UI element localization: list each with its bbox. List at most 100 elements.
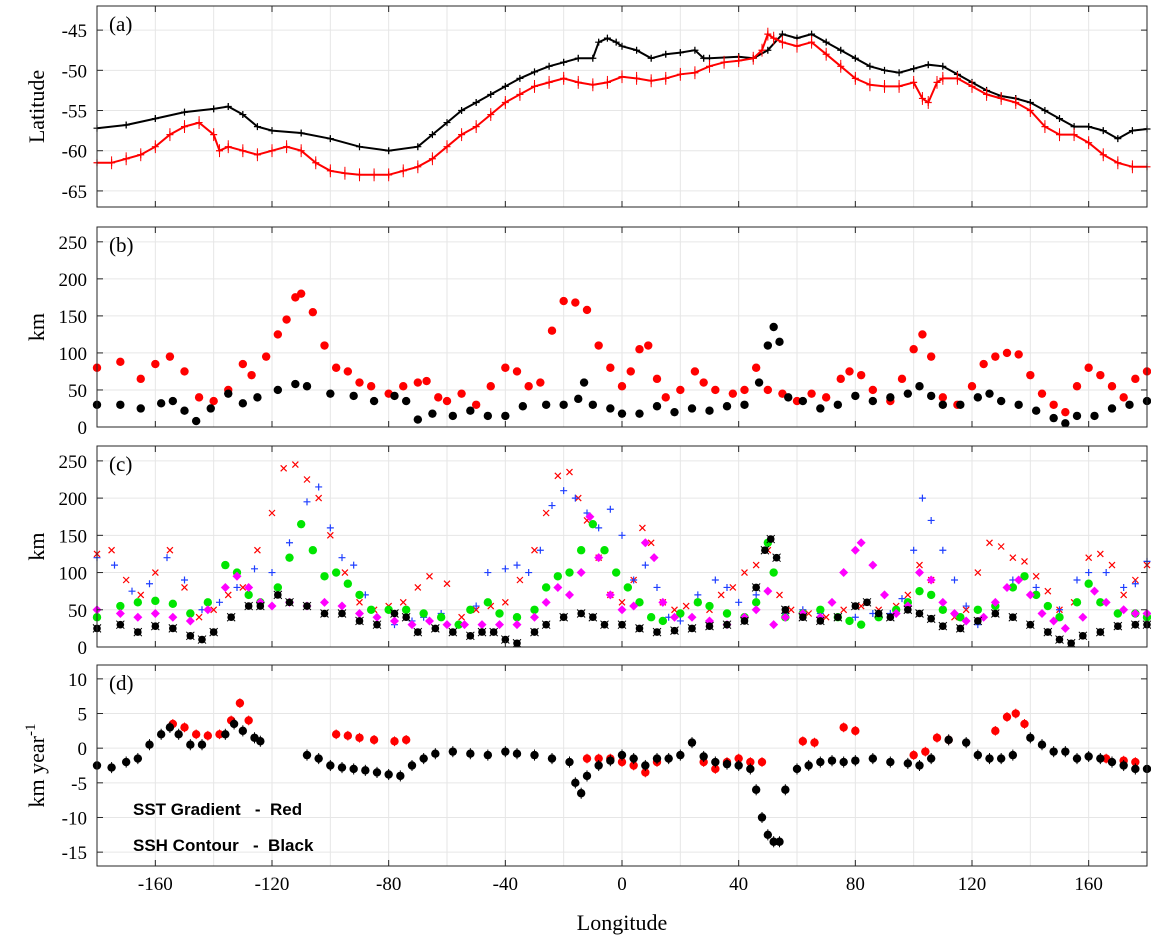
data-point <box>1072 598 1082 607</box>
data-point <box>805 610 813 617</box>
data-point <box>574 394 583 404</box>
data-point <box>268 569 276 577</box>
data-point <box>1032 572 1040 580</box>
data-point <box>268 509 276 517</box>
data-point <box>390 609 399 618</box>
series-red <box>93 27 1151 182</box>
data-point <box>168 396 178 406</box>
data-point <box>1061 407 1070 417</box>
data-point <box>898 595 906 603</box>
data-point <box>752 561 760 569</box>
data-point <box>337 601 347 611</box>
data-point <box>448 411 458 421</box>
data-point <box>244 601 254 611</box>
data-point <box>951 576 958 584</box>
data-point <box>1031 406 1041 415</box>
data-point <box>921 747 930 756</box>
legend-entry: SSH Contour - Black <box>133 836 314 855</box>
data-point <box>203 605 213 615</box>
data-point <box>646 613 656 622</box>
y-tick-label: -65 <box>62 182 87 203</box>
data-point <box>203 598 213 607</box>
data-point <box>472 606 480 614</box>
y-axis-label: Latitude <box>24 70 49 143</box>
data-point <box>617 620 627 630</box>
data-point <box>224 389 233 398</box>
data-point <box>606 363 615 372</box>
data-point <box>1131 764 1140 774</box>
data-point <box>956 400 965 409</box>
data-point <box>238 399 248 408</box>
data-point <box>414 584 422 591</box>
data-point <box>676 385 685 395</box>
data-point <box>606 404 615 413</box>
y-tick-label: 150 <box>59 526 88 547</box>
y-axis-label-main: km year <box>24 735 49 807</box>
data-point <box>233 583 241 591</box>
data-point <box>525 569 533 577</box>
data-point <box>769 837 778 846</box>
data-point <box>151 596 160 606</box>
data-point <box>840 606 848 614</box>
data-point <box>513 561 521 569</box>
data-point <box>904 591 912 599</box>
data-point <box>238 359 248 369</box>
data-point <box>483 411 493 421</box>
y-tick-label: -5 <box>71 774 87 795</box>
data-point <box>390 737 399 746</box>
data-point <box>687 404 697 413</box>
data-point <box>315 494 323 502</box>
data-point <box>548 502 556 510</box>
data-point <box>197 635 207 644</box>
data-point <box>372 768 382 777</box>
data-point <box>611 568 621 577</box>
data-point <box>641 768 650 777</box>
data-point <box>165 723 175 732</box>
x-tick-label: -40 <box>493 874 518 895</box>
series-black <box>92 322 1151 428</box>
data-point <box>448 627 458 637</box>
x-tick-label: 80 <box>846 874 865 895</box>
data-point <box>687 624 697 633</box>
data-point <box>314 754 323 763</box>
data-point <box>735 598 743 606</box>
data-point <box>711 576 719 584</box>
data-point <box>390 616 399 626</box>
y-tick-label: -50 <box>62 61 87 82</box>
y-tick-label: 100 <box>59 344 88 365</box>
data-point <box>1026 733 1035 742</box>
data-point <box>320 597 329 607</box>
data-point <box>571 494 579 502</box>
data-point <box>136 374 145 384</box>
data-point <box>341 569 349 576</box>
data-point <box>862 597 872 607</box>
data-point <box>687 738 697 747</box>
data-point <box>798 396 808 406</box>
data-point <box>1084 363 1093 372</box>
data-point <box>1044 587 1052 595</box>
y-axis-label: km <box>24 532 49 560</box>
data-point <box>769 568 778 577</box>
y-tick-label: 100 <box>59 564 88 585</box>
data-point <box>932 733 942 742</box>
data-point <box>816 404 825 413</box>
data-point <box>618 598 626 606</box>
data-point <box>1096 598 1105 607</box>
data-point <box>220 582 230 592</box>
y-tick-label: 200 <box>59 270 88 291</box>
data-point <box>407 761 417 770</box>
data-point <box>787 606 795 614</box>
data-point <box>206 404 215 413</box>
data-point <box>571 778 580 788</box>
data-point <box>605 590 615 600</box>
data-point <box>291 379 300 389</box>
data-point <box>874 609 884 618</box>
data-point <box>168 612 178 622</box>
data-point <box>990 609 1000 618</box>
data-point <box>145 740 154 749</box>
data-point <box>763 586 773 596</box>
data-point <box>542 509 550 517</box>
data-point <box>191 416 201 426</box>
data-point <box>588 519 598 529</box>
data-point <box>760 545 770 555</box>
